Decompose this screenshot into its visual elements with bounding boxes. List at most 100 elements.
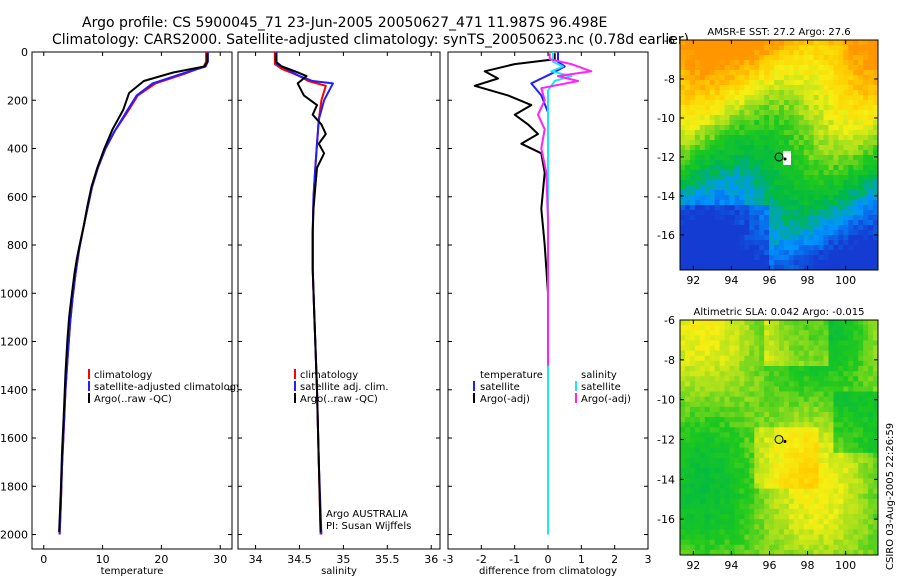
heatmap-cell [774, 100, 780, 106]
heatmap-cell [759, 488, 765, 495]
heatmap-cell [788, 355, 795, 362]
heatmap-cell [694, 135, 701, 141]
heatmap-cell [739, 488, 745, 495]
heatmap-cell [848, 371, 854, 377]
heatmap-cell [774, 524, 780, 530]
heatmap-cell [729, 160, 735, 166]
heatmap-cell [808, 468, 815, 474]
heatmap-cell [803, 381, 810, 387]
heatmap-cell [729, 335, 735, 341]
heatmap-cell [759, 255, 765, 261]
heatmap-cell [793, 160, 800, 166]
heatmap-cell [684, 260, 691, 266]
heatmap-cell [858, 95, 864, 101]
heatmap-cell [783, 442, 790, 449]
heatmap-cell [680, 80, 686, 86]
heatmap-cell [764, 345, 770, 352]
heatmap-cell [704, 544, 711, 551]
heatmap-cell [838, 95, 844, 101]
heatmap-cell [714, 100, 720, 106]
heatmap-cell [719, 452, 725, 459]
heatmap-cell [714, 401, 720, 408]
heatmap-cell [684, 250, 691, 256]
heatmap-cell [823, 60, 829, 66]
heatmap-cell [833, 544, 839, 551]
heatmap-cell [680, 365, 686, 372]
heatmap-cell [759, 371, 765, 377]
heatmap-cell [803, 240, 810, 246]
heatmap-cell [779, 185, 785, 191]
heatmap-cell [774, 330, 780, 336]
heatmap-cell [739, 386, 745, 392]
heatmap-cell [793, 260, 800, 266]
heatmap-cell [689, 463, 696, 469]
heatmap-cell [729, 240, 735, 246]
heatmap-cell [684, 235, 691, 241]
heatmap-cell [808, 376, 815, 382]
plot-salinity: 34 34.5 35 35.5 36salinityclimatologysatelli… [237, 51, 441, 577]
heatmap-cell [848, 255, 854, 261]
heatmap-cell [823, 210, 829, 216]
heatmap-cell [749, 230, 755, 236]
heatmap-cell [828, 205, 834, 211]
heatmap-cell [724, 391, 730, 398]
heatmap-cell [823, 340, 829, 346]
heatmap-cell [709, 391, 716, 398]
heatmap-cell [873, 376, 879, 382]
heatmap-cell [848, 200, 854, 206]
heatmap-cell [798, 40, 805, 46]
heatmap-cell [739, 75, 745, 81]
heatmap-cell [769, 150, 775, 156]
heatmap-cell [813, 355, 819, 362]
heatmap-cell [838, 190, 844, 196]
heatmap-cell [813, 396, 819, 403]
heatmap-cell [759, 40, 765, 46]
heatmap-cell [739, 376, 745, 382]
heatmap-cell [724, 478, 730, 484]
heatmap-cell [793, 235, 800, 241]
heatmap-cell [853, 145, 859, 151]
heatmap-cell [739, 190, 745, 196]
heatmap-cell [833, 240, 839, 246]
heatmap-cell [788, 386, 795, 392]
heatmap-cell [858, 150, 864, 156]
heatmap-cell [783, 340, 790, 346]
heatmap-cell [788, 406, 795, 413]
heatmap-cell [699, 50, 706, 56]
heatmap-cell [793, 360, 800, 367]
plot-temperature: 0 10 20 30020040060080010001200140016001800… [0, 46, 242, 577]
heatmap-cell [813, 225, 819, 231]
heatmap-cell [764, 220, 770, 226]
heatmap-cell [873, 80, 879, 86]
heatmap-cell [719, 539, 725, 546]
heatmap-cell [838, 65, 844, 71]
heatmap-cell [868, 85, 874, 91]
heatmap-cell [808, 205, 815, 211]
heatmap-cell [813, 488, 819, 495]
heatmap-cell [689, 529, 696, 535]
heatmap-cell [684, 40, 691, 46]
heatmap-cell [788, 320, 795, 326]
heatmap-cell [803, 70, 810, 76]
heatmap-cell [684, 325, 691, 331]
heatmap-cell [858, 452, 864, 459]
heatmap-cell [709, 355, 716, 362]
heatmap-cell [838, 549, 844, 556]
heatmap-cell [714, 80, 720, 86]
heatmap-cell [709, 70, 716, 76]
heatmap-cell [714, 417, 720, 423]
heatmap-cell [694, 442, 701, 449]
heatmap-cell [808, 330, 815, 336]
heatmap-cell [783, 417, 790, 423]
heatmap-cell [833, 140, 839, 146]
heatmap-cell [818, 110, 824, 116]
heatmap-cell [689, 185, 696, 191]
heatmap-cell [764, 70, 770, 76]
heatmap-cell [853, 376, 859, 382]
heatmap-cell [853, 75, 859, 81]
heatmap-cell [729, 65, 735, 71]
heatmap-cell [714, 335, 720, 341]
heatmap-cell [734, 160, 740, 166]
heatmap-cell [704, 488, 711, 495]
heatmap-cell [803, 105, 810, 111]
